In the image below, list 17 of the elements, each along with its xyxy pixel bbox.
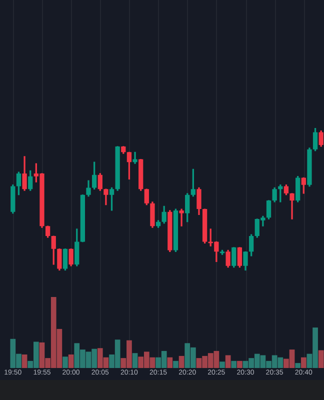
bar — [178, 356, 184, 368]
bar — [220, 362, 225, 368]
bar — [167, 357, 173, 368]
candlestick — [179, 208, 184, 226]
bar — [318, 350, 324, 368]
candlestick — [132, 152, 138, 164]
bar — [300, 357, 306, 368]
bar — [237, 360, 242, 368]
bar — [173, 360, 178, 368]
bar — [22, 354, 28, 368]
bar — [295, 363, 301, 368]
bar — [231, 360, 237, 368]
candlestick — [290, 193, 294, 220]
bar — [132, 353, 138, 368]
bar — [62, 356, 68, 368]
bar — [225, 355, 231, 368]
bar — [68, 354, 74, 368]
